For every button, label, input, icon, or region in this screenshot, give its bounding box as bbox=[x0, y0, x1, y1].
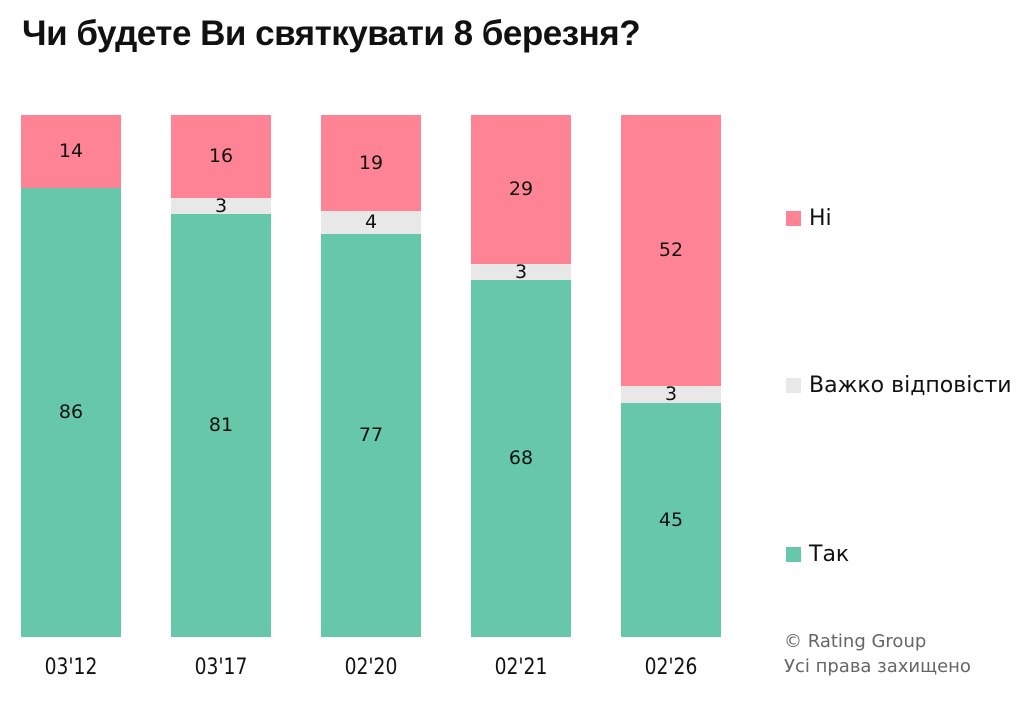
legend-label: Ні bbox=[809, 206, 832, 231]
value-label: 19 bbox=[358, 151, 384, 174]
value-label: 16 bbox=[208, 145, 234, 167]
segment-yes: 77 bbox=[321, 234, 421, 637]
legend-label: Важко відповісти bbox=[809, 373, 1012, 398]
segment-yes: 86 bbox=[21, 188, 121, 637]
segment-no: 52 bbox=[621, 115, 721, 386]
segment-hard-to-say: 4 bbox=[321, 211, 421, 234]
legend-item-yes: Так bbox=[786, 542, 849, 567]
legend-item-hard-to-say: Важко відповісти bbox=[786, 373, 1012, 398]
value-label: 4 bbox=[364, 211, 378, 233]
segment-no: 16 bbox=[171, 115, 271, 198]
segment-no: 19 bbox=[321, 115, 421, 211]
value-label: 52 bbox=[658, 239, 684, 261]
x-axis-label: 02'20 bbox=[344, 655, 398, 680]
legend-label: Так bbox=[809, 542, 850, 567]
x-axis-label: 03'12 bbox=[44, 655, 98, 680]
value-label: 86 bbox=[58, 401, 84, 423]
value-label: 68 bbox=[508, 447, 534, 469]
value-label: 29 bbox=[508, 178, 534, 200]
segment-hard-to-say: 3 bbox=[471, 260, 571, 283]
value-label: 3 bbox=[664, 383, 678, 405]
legend-swatch-icon bbox=[786, 211, 801, 226]
segment-yes: 45 bbox=[621, 403, 721, 637]
bar-0221: 29 3 68 bbox=[471, 115, 571, 637]
bar-0312: 14 86 bbox=[21, 115, 121, 637]
value-label: 81 bbox=[208, 414, 234, 436]
bar-0317: 16 3 81 bbox=[171, 115, 271, 637]
segment-no: 14 bbox=[21, 115, 121, 188]
legend-swatch-icon bbox=[786, 547, 801, 562]
rights-text: Усі права захищено bbox=[784, 656, 971, 677]
value-label: 45 bbox=[658, 508, 684, 531]
x-axis-label: 02'21 bbox=[494, 655, 548, 680]
x-axis-label: 03'17 bbox=[194, 655, 248, 680]
value-label: 3 bbox=[514, 260, 528, 283]
x-axis-label: 02'26 bbox=[644, 655, 698, 680]
value-label: 14 bbox=[58, 140, 84, 162]
segment-hard-to-say: 3 bbox=[171, 194, 271, 217]
bar-0220: 19 4 77 bbox=[321, 115, 421, 637]
legend-item-no: Ні bbox=[786, 206, 832, 231]
bar-0226: 52 3 45 bbox=[621, 115, 721, 637]
segment-yes: 81 bbox=[171, 214, 271, 637]
segment-no: 29 bbox=[471, 115, 571, 264]
copyright-text: © Rating Group bbox=[784, 631, 927, 652]
value-label: 77 bbox=[358, 424, 384, 446]
chart-title: Чи будете Ви святкувати 8 березня? bbox=[22, 14, 641, 53]
legend-swatch-icon bbox=[786, 378, 801, 393]
segment-yes: 68 bbox=[471, 280, 571, 637]
plot-area: 14 86 16 3 81 19 4 77 29 3 68 52 3 45 bbox=[0, 115, 740, 637]
segment-hard-to-say: 3 bbox=[621, 383, 721, 405]
value-label: 3 bbox=[214, 194, 228, 217]
